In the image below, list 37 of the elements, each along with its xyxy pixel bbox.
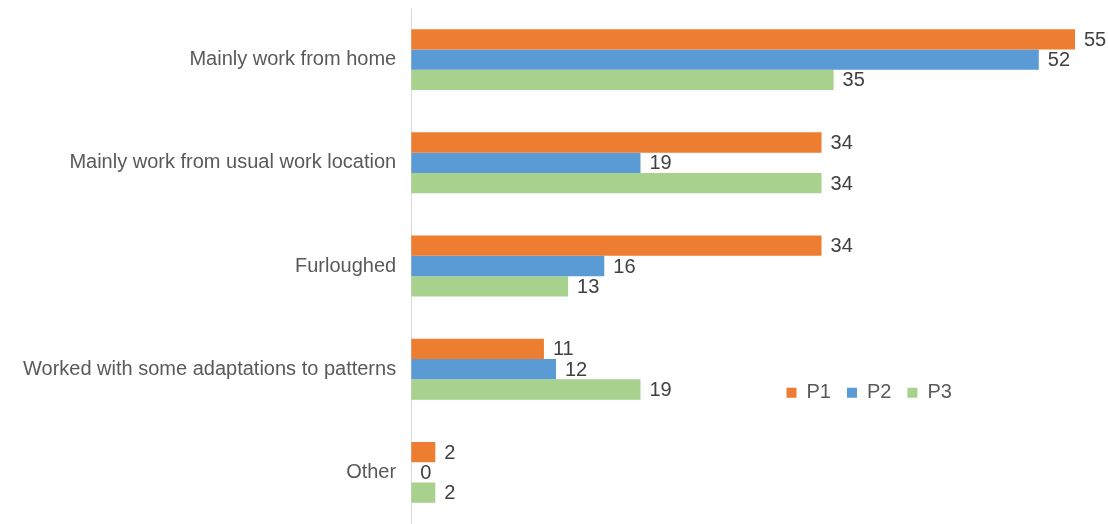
y-tick-label: Mainly work from usual work location	[69, 150, 397, 173]
bar	[411, 152, 641, 173]
data-label: 16	[613, 254, 636, 277]
bar	[411, 276, 569, 297]
bar	[411, 255, 605, 277]
bar	[411, 132, 822, 153]
data-label: 34	[830, 234, 853, 257]
y-tick-label: Worked with some adaptations to patterns	[22, 356, 397, 379]
data-label: 35	[842, 68, 865, 91]
bar	[411, 69, 834, 91]
bar	[411, 235, 822, 256]
data-label: 34	[830, 131, 853, 154]
data-label: 12	[565, 357, 588, 380]
legend-label: P1	[806, 380, 831, 403]
legend-label: P3	[927, 380, 952, 403]
y-tick-label: Other	[346, 459, 397, 482]
legend-label: P2	[866, 380, 892, 403]
bar	[411, 338, 544, 360]
bar	[411, 49, 1039, 70]
data-label: 52	[1047, 48, 1071, 71]
data-label: 19	[649, 151, 672, 174]
y-tick-label: Mainly work from home	[189, 47, 397, 70]
bar	[411, 482, 436, 503]
bar	[411, 441, 436, 463]
bar	[411, 29, 1075, 50]
bar	[411, 379, 641, 400]
data-label: 55	[1084, 27, 1107, 50]
data-label: 11	[552, 337, 574, 360]
data-label: 2	[444, 481, 456, 504]
data-label: 19	[649, 378, 672, 401]
data-label: 0	[420, 460, 432, 483]
data-label: 13	[577, 274, 600, 297]
bar	[411, 172, 822, 194]
data-label: 2	[444, 440, 456, 463]
bar	[411, 359, 556, 380]
y-tick-label: Furloughed	[294, 253, 397, 276]
data-label: 34	[830, 171, 853, 194]
